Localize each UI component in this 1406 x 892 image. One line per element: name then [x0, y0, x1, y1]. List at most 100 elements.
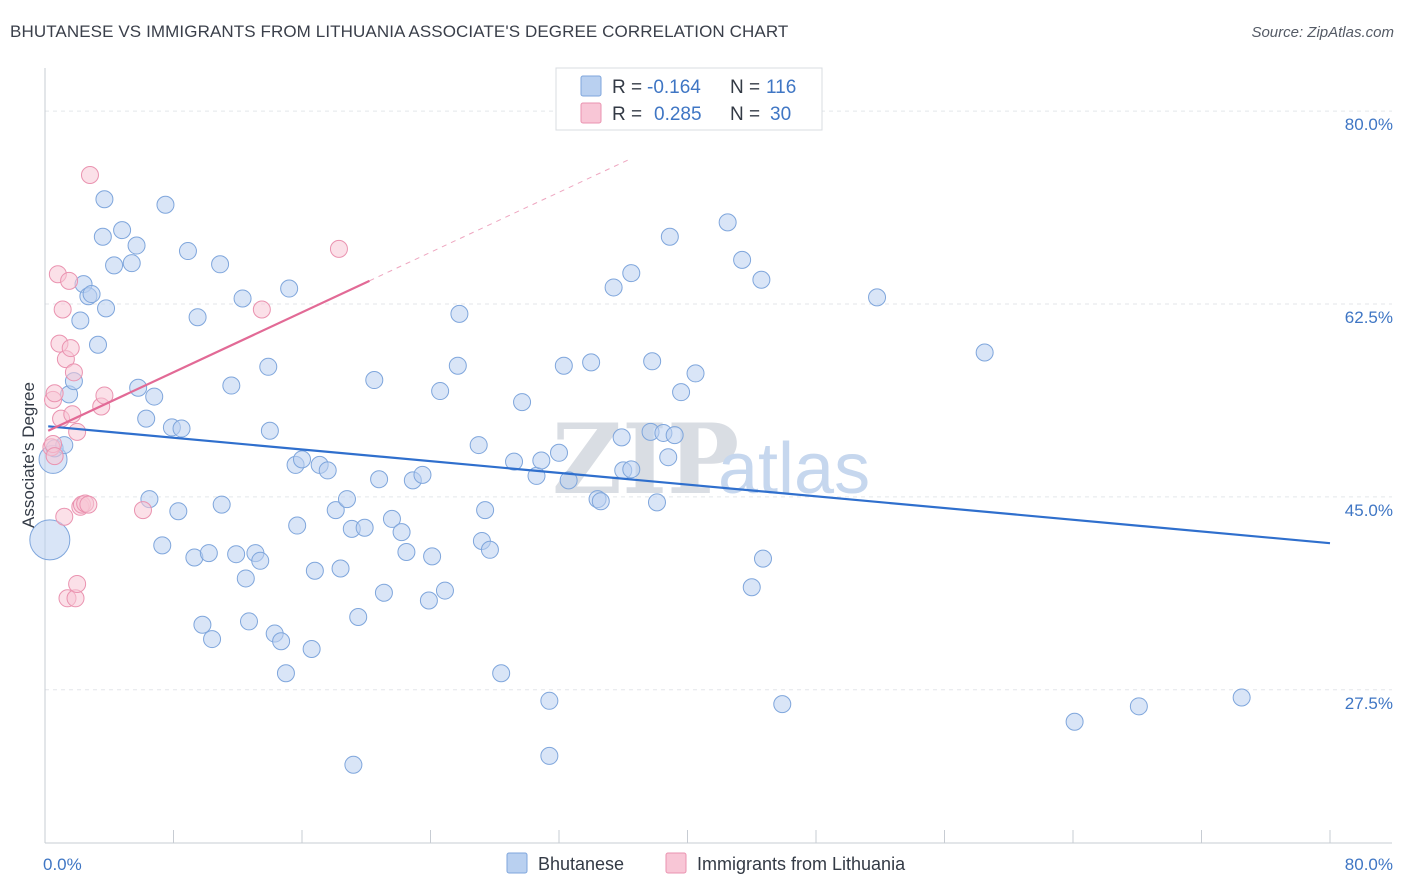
- bhutanese-point-23: [156, 195, 175, 214]
- bhutanese-point-107: [718, 213, 737, 232]
- bhutanese-point-35: [222, 376, 241, 395]
- watermark-zip: ZIP: [552, 403, 739, 516]
- bhutanese-point-42: [259, 357, 278, 376]
- bottom-legend-swatch-bhutanese: [506, 852, 528, 874]
- bhutanese-point-49: [288, 516, 307, 535]
- bhutanese-point-0: [29, 519, 71, 561]
- bhutanese-point-57: [337, 490, 356, 509]
- bhutanese-point-46: [276, 664, 295, 683]
- bhutanese-point-65: [382, 509, 401, 528]
- bhutanese-point-62: [365, 371, 384, 390]
- bhutanese-point-89: [559, 471, 578, 490]
- bhutanese-point-27: [178, 242, 197, 261]
- y-tick-label-2: 62.5%: [1345, 308, 1393, 327]
- bhutanese-point-104: [665, 426, 684, 445]
- lithuania-point-3: [45, 384, 64, 403]
- lithuania-trend-line: [47, 279, 370, 432]
- bhutanese-point-93: [604, 278, 623, 297]
- bhutanese-point-41: [251, 551, 270, 570]
- series-legend: Bhutanese Immigrants from Lithuania: [506, 852, 906, 874]
- bhutanese-point-31: [199, 544, 218, 563]
- bottom-legend-label-bhutanese: Bhutanese: [538, 854, 624, 874]
- lithuania-point-17: [68, 574, 87, 593]
- bhutanese-point-64: [374, 583, 393, 602]
- lithuania-point-22: [68, 422, 87, 441]
- bhutanese-point-29: [188, 308, 207, 327]
- legend-swatch-bhutanese: [580, 75, 602, 97]
- bhutanese-point-55: [326, 501, 345, 520]
- bhutanese-point-73: [435, 581, 454, 600]
- bhutanese-point-66: [392, 523, 411, 542]
- bhutanese-point-16: [122, 254, 141, 273]
- bhutanese-point-109: [733, 250, 752, 269]
- y-axis-label: Associate's Degree: [19, 382, 38, 528]
- lithuania-point-9: [55, 507, 74, 526]
- y-tick-label-1: 45.0%: [1345, 501, 1393, 520]
- grid-lines: [45, 110, 1392, 691]
- bottom-legend-label-lithuania: Immigrants from Lithuania: [697, 854, 906, 874]
- bhutanese-point-71: [423, 547, 442, 566]
- bhutanese-point-22: [153, 536, 172, 555]
- watermark: ZIP atlas: [552, 403, 870, 516]
- bhutanese-point-82: [513, 393, 532, 412]
- legend-n-value-bhutanese: 116: [766, 77, 796, 98]
- lithuania-point-28: [329, 239, 348, 258]
- legend-n-label-bhutanese: N =: [730, 77, 760, 98]
- legend-r-value-lithuania: 0.285: [654, 104, 702, 125]
- bhutanese-point-56: [331, 559, 350, 578]
- bhutanese-point-88: [554, 356, 573, 375]
- bhutanese-point-76: [469, 436, 488, 455]
- lithuania-trend-extension: [369, 158, 632, 282]
- bhutanese-point-33: [211, 255, 230, 274]
- lithuania-points: [42, 166, 348, 608]
- bhutanese-point-92: [591, 492, 610, 511]
- bhutanese-point-102: [659, 448, 678, 467]
- bhutanese-point-75: [450, 304, 469, 323]
- bhutanese-point-113: [868, 288, 887, 307]
- legend-n-value-lithuania: 30: [770, 104, 791, 125]
- bhutanese-point-14: [105, 256, 124, 275]
- bhutanese-point-67: [397, 542, 416, 561]
- bhutanese-point-81: [505, 452, 524, 471]
- bhutanese-point-36: [227, 545, 246, 564]
- bhutanese-point-69: [413, 465, 432, 484]
- bhutanese-point-32: [203, 630, 222, 649]
- bhutanese-point-11: [97, 299, 116, 318]
- bhutanese-point-108: [742, 578, 761, 597]
- bhutanese-point-25: [169, 502, 188, 521]
- bhutanese-point-70: [419, 591, 438, 610]
- bhutanese-point-63: [370, 470, 389, 489]
- legend-r-value-bhutanese: -0.164: [647, 77, 701, 98]
- bhutanese-point-74: [448, 356, 467, 375]
- trend-lines: [47, 158, 1331, 545]
- bhutanese-point-99: [643, 352, 662, 371]
- watermark-atlas: atlas: [718, 429, 870, 509]
- x-tick-label-0: 0.0%: [43, 855, 82, 874]
- y-tick-label-3: 80.0%: [1345, 115, 1393, 134]
- bhutanese-point-96: [622, 460, 641, 479]
- legend-n-label-lithuania: N =: [730, 104, 760, 125]
- bhutanese-point-26: [172, 419, 191, 438]
- bhutanese-point-87: [550, 443, 568, 462]
- bhutanese-point-97: [622, 264, 641, 283]
- bhutanese-point-86: [540, 746, 559, 765]
- bhutanese-point-15: [113, 221, 132, 240]
- lithuania-point-26: [133, 501, 152, 520]
- x-tick-labels: 0.0% 80.0%: [43, 855, 1393, 874]
- bhutanese-point-43: [260, 421, 279, 440]
- bhutanese-trend-line: [48, 425, 1331, 545]
- bhutanese-point-50: [293, 450, 311, 469]
- bhutanese-point-39: [239, 612, 258, 631]
- x-tick-label-1: 80.0%: [1345, 855, 1393, 874]
- bhutanese-point-19: [137, 409, 156, 428]
- legend-r-label-lithuania: R =: [612, 104, 642, 125]
- bhutanese-point-94: [612, 428, 631, 447]
- bhutanese-point-30: [193, 615, 212, 634]
- legend-r-label-bhutanese: R =: [612, 77, 642, 98]
- lithuania-point-4: [45, 447, 64, 466]
- bhutanese-point-105: [672, 383, 691, 402]
- bhutanese-point-54: [318, 461, 337, 480]
- y-tick-label-0: 27.5%: [1345, 694, 1393, 713]
- y-tick-labels: 27.5% 45.0% 62.5% 80.0%: [1345, 115, 1393, 713]
